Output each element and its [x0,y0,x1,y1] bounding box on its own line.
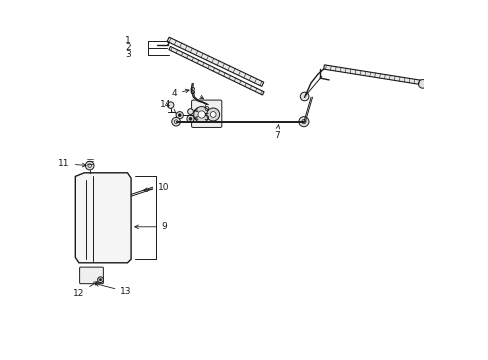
Text: 4: 4 [171,89,189,98]
Text: 1: 1 [125,36,131,45]
Circle shape [210,112,216,117]
FancyBboxPatch shape [80,267,103,284]
Text: 2: 2 [125,43,131,52]
Text: 11: 11 [58,159,86,168]
Polygon shape [323,65,421,85]
Text: 6: 6 [194,104,208,113]
Circle shape [85,161,94,170]
Circle shape [167,102,174,108]
Circle shape [176,112,183,119]
Text: 13: 13 [95,283,132,296]
Circle shape [171,117,180,126]
Circle shape [189,117,192,120]
Polygon shape [168,46,264,95]
Circle shape [98,277,103,283]
Circle shape [418,80,426,88]
Text: 5: 5 [194,113,208,122]
Circle shape [178,114,181,117]
Text: 9: 9 [135,222,167,231]
Text: 7: 7 [273,125,279,140]
Text: 3: 3 [125,50,131,59]
Circle shape [186,115,194,122]
Circle shape [298,117,308,127]
Polygon shape [75,173,131,263]
Text: 10: 10 [143,183,169,192]
Circle shape [206,108,219,121]
Circle shape [187,109,193,114]
Text: 8: 8 [189,87,203,99]
Text: 12: 12 [73,282,97,298]
Polygon shape [167,37,263,86]
FancyBboxPatch shape [191,100,222,127]
Circle shape [300,92,308,101]
Circle shape [198,111,205,118]
Circle shape [193,107,209,122]
Text: 14: 14 [159,100,176,113]
Circle shape [99,279,102,281]
